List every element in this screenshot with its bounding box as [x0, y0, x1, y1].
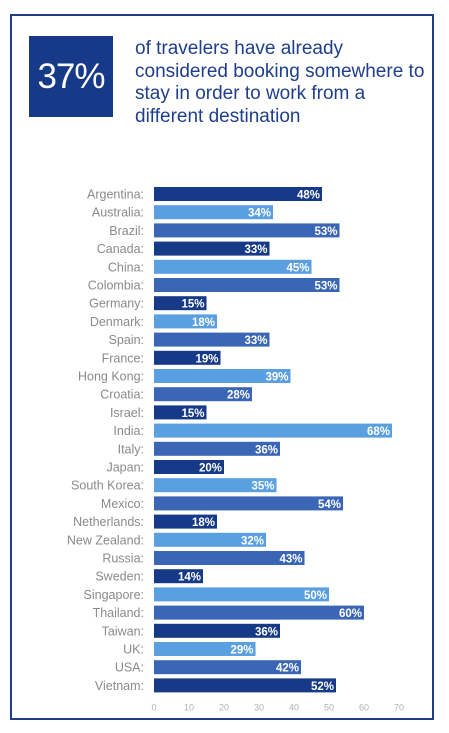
category-label: Germany: [89, 297, 144, 311]
bar-value-label: 35% [251, 481, 274, 493]
bar [154, 332, 270, 347]
category-label: Argentina: [87, 188, 144, 202]
category-label: Denmark: [90, 315, 144, 329]
bar-value-label: 36% [255, 626, 278, 638]
category-label: Vietnam: [95, 679, 144, 693]
bar-value-label: 42% [276, 663, 299, 675]
bar [154, 205, 273, 220]
category-label: Canada: [97, 242, 144, 256]
bar-value-label: 53% [314, 226, 337, 238]
bar-value-label: 15% [181, 299, 204, 311]
x-tick-label: 30 [254, 702, 264, 712]
category-label: Colombia: [88, 279, 144, 293]
bar [154, 478, 277, 493]
bar-value-label: 36% [255, 444, 278, 456]
bar-value-label: 28% [227, 390, 250, 402]
infographic-frame [10, 14, 434, 720]
bar [154, 423, 392, 438]
bar [154, 296, 207, 311]
bar-value-label: 29% [230, 645, 253, 657]
category-label: Spain: [109, 333, 144, 347]
x-tick-label: 10 [184, 702, 194, 712]
headline: of travelers have already considered boo… [135, 38, 425, 127]
category-label: New Zealand: [67, 533, 144, 547]
bar [154, 259, 312, 274]
bar [154, 569, 203, 584]
x-tick-label: 70 [394, 702, 404, 712]
bar [154, 241, 270, 256]
bar-value-label: 45% [286, 262, 309, 274]
bar-value-label: 68% [367, 426, 390, 438]
category-label: Taiwan: [102, 624, 144, 638]
bar-value-label: 19% [195, 353, 218, 365]
x-tick-label: 50 [324, 702, 334, 712]
bar [154, 532, 266, 547]
bar [154, 369, 291, 383]
category-label: Japan: [106, 461, 144, 475]
bar [154, 223, 340, 238]
bar-value-label: 33% [244, 244, 267, 256]
bar-value-label: 15% [181, 408, 204, 420]
category-label: France: [102, 351, 144, 365]
x-tick-label: 60 [359, 702, 369, 712]
bar-value-label: 18% [192, 517, 215, 529]
bar [154, 496, 343, 511]
category-label: USA: [115, 661, 144, 675]
bar [154, 623, 280, 638]
bar-value-label: 50% [304, 590, 327, 602]
category-label: Hong Kong: [78, 370, 144, 384]
bar-value-label: 48% [297, 190, 320, 202]
category-label: Thailand: [93, 606, 144, 620]
category-label: Brazil: [109, 224, 144, 238]
bar [154, 514, 217, 529]
stat-value: 37% [37, 56, 105, 96]
bar-value-label: 20% [199, 463, 222, 475]
category-label: UK: [123, 643, 144, 657]
bar-value-label: 18% [192, 317, 215, 329]
bar-value-label: 33% [244, 335, 267, 347]
bar [154, 642, 256, 656]
bar-value-label: 39% [265, 372, 288, 384]
x-tick-label: 40 [289, 702, 299, 712]
bar [154, 314, 217, 329]
bar [154, 460, 224, 474]
bar [154, 405, 207, 420]
category-label: Sweden: [95, 570, 144, 584]
category-label: Australia: [92, 206, 144, 220]
bar-value-label: 34% [248, 208, 271, 220]
bar [154, 678, 336, 693]
category-label: Mexico: [101, 497, 144, 511]
bar [154, 278, 340, 292]
category-label: India: [113, 424, 144, 438]
bar-value-label: 53% [314, 281, 337, 293]
bar-value-label: 14% [178, 572, 201, 584]
bar [154, 660, 301, 675]
category-label: China: [108, 260, 144, 274]
category-label: Russia: [102, 552, 144, 566]
bar [154, 187, 322, 201]
bar [154, 605, 364, 620]
bar [154, 551, 305, 565]
x-tick-label: 0 [151, 702, 156, 712]
bar [154, 587, 329, 602]
bar-value-label: 54% [318, 499, 341, 511]
category-label: Italy: [118, 442, 144, 456]
category-label: South Korea: [71, 479, 144, 493]
bar [154, 441, 280, 456]
category-label: Singapore: [84, 588, 144, 602]
category-label: Croatia: [100, 388, 144, 402]
bar [154, 387, 252, 402]
x-tick-label: 20 [219, 702, 229, 712]
stat-box: 37% [29, 36, 113, 117]
category-label: Israel: [110, 406, 144, 420]
bar [154, 350, 221, 365]
bar-value-label: 60% [339, 608, 362, 620]
bar-value-label: 43% [279, 554, 302, 566]
category-label: Netherlands: [73, 515, 144, 529]
bar-value-label: 32% [241, 535, 264, 547]
bar-value-label: 52% [311, 681, 334, 693]
